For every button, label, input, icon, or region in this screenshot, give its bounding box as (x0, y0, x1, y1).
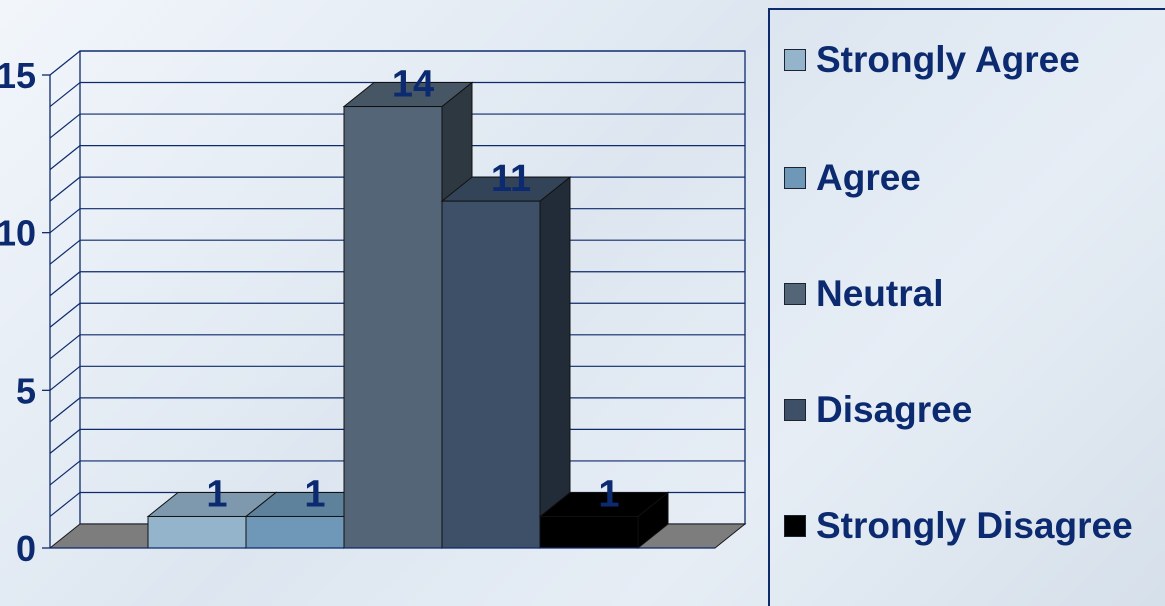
legend-label: Disagree (816, 389, 973, 430)
y-tick-label: 10 (0, 213, 36, 254)
legend-swatch (784, 283, 806, 305)
bar-disagree (440, 176, 572, 550)
legend-swatch (784, 399, 806, 421)
gridline-side (49, 208, 81, 234)
legend: Strongly Agree Agree Neutral Disagree St… (768, 8, 1165, 606)
bar-strongly-disagree (538, 491, 670, 550)
bar-front (245, 515, 345, 549)
bar-front (147, 515, 247, 549)
gridline-side (49, 82, 81, 108)
gridline-side (49, 365, 81, 391)
bar-front (539, 515, 639, 549)
gridline-side (49, 460, 81, 486)
y-tick-label: 0 (16, 528, 36, 569)
legend-label: Strongly Disagree (816, 505, 1133, 546)
legend-swatch (784, 167, 806, 189)
bar-front (343, 106, 443, 549)
y-tick-label: 15 (0, 55, 36, 96)
legend-item-agree: Agree (784, 158, 1136, 198)
legend-item-strongly-disagree: Strongly Disagree (784, 506, 1136, 546)
gridline-side (49, 302, 81, 328)
data-label: 14 (392, 64, 434, 106)
gridline-side (49, 176, 81, 202)
gridline-side (49, 428, 81, 454)
bar-front (441, 200, 541, 549)
legend-item-strongly-agree: Strongly Agree (784, 40, 1136, 80)
gridline-side (49, 113, 81, 139)
legend-label: Strongly Agree (816, 39, 1080, 80)
gridline-side (49, 271, 81, 297)
gridline-side (49, 334, 81, 360)
y-tick-label: 5 (16, 370, 36, 411)
gridline-side (49, 239, 81, 265)
gridline-side (49, 50, 81, 76)
gridline-side (49, 491, 81, 517)
legend-item-neutral: Neutral (784, 274, 1136, 314)
gridline-side (49, 397, 81, 423)
data-label: 1 (598, 473, 619, 515)
legend-swatch (784, 49, 806, 71)
legend-label: Neutral (816, 273, 944, 314)
legend-item-disagree: Disagree (784, 390, 1136, 430)
data-label: 11 (491, 158, 531, 200)
legend-label: Agree (816, 157, 921, 198)
legend-swatch (784, 515, 806, 537)
gridline-side (49, 145, 81, 171)
data-label: 1 (304, 473, 325, 515)
data-label: 1 (206, 473, 227, 515)
bar-side (539, 176, 571, 550)
